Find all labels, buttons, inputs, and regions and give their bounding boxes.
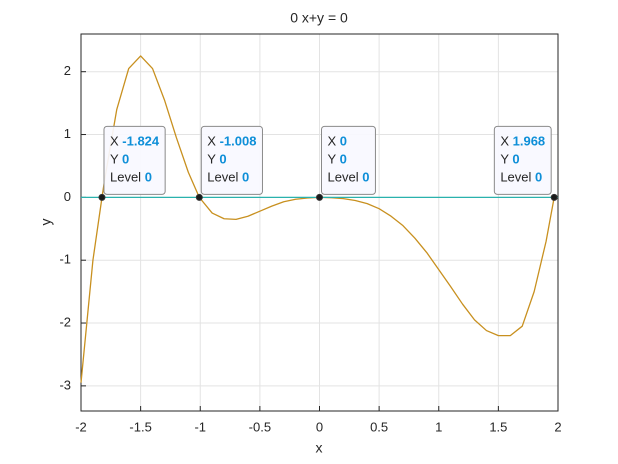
datatip-row: X -1.824: [110, 134, 160, 149]
x-tick-label: -1: [194, 419, 206, 434]
datatip-value: 0: [340, 152, 347, 167]
datatip-label: X: [500, 134, 509, 149]
x-tick-label: 1.5: [489, 419, 507, 434]
x-tick-label: -1.5: [129, 419, 151, 434]
datatip-row: Y 0: [500, 152, 519, 167]
datatip-label: X: [110, 134, 119, 149]
datatip-value: 1.968: [513, 134, 546, 149]
datatip-row: Level 0: [207, 170, 249, 185]
y-tick-label: -1: [59, 252, 71, 267]
x-axis-label: x: [316, 440, 323, 456]
x-tick-label: -2: [75, 419, 87, 434]
datatip-value: 0: [145, 170, 152, 185]
y-axis-label: y: [38, 219, 54, 226]
chart-title: 0 x+y = 0: [290, 10, 348, 26]
datatip-value: 0: [362, 170, 369, 185]
datatip-label: X: [207, 134, 216, 149]
datatip-label: Level: [500, 170, 531, 185]
datatip-row: Level 0: [110, 170, 152, 185]
datatip-marker: [195, 193, 203, 201]
datatip-value: 0: [512, 152, 519, 167]
datatip-box: [493, 125, 552, 195]
x-tick-label: -0.5: [249, 419, 271, 434]
datatip-label: Level: [207, 170, 238, 185]
datatip-value: -1.008: [220, 134, 257, 149]
datatip-marker: [98, 193, 106, 201]
datatip-row: X 1.968: [500, 134, 545, 149]
datatip-label: X: [328, 134, 337, 149]
x-tick-label: 0: [316, 419, 323, 434]
datatip-label: Y: [110, 152, 119, 167]
datatip-row: Y 0: [207, 152, 226, 167]
datatip-label: Level: [110, 170, 141, 185]
datatip-row: Level 0: [500, 170, 542, 185]
datatip-box: [200, 125, 263, 195]
datatip-value: 0: [219, 152, 226, 167]
axes-frame: [80, 33, 559, 412]
x-tick-label: 0.5: [370, 419, 388, 434]
y-tick-label: -3: [59, 377, 71, 392]
y-tick-label: 0: [64, 189, 71, 204]
datatip-value: 0: [122, 152, 129, 167]
datatip-label: Y: [328, 152, 337, 167]
y-tick-label: 2: [64, 63, 71, 78]
datatip-row: X -1.008: [207, 134, 256, 149]
y-tick-label: 1: [64, 126, 71, 141]
datatip-label: Y: [207, 152, 216, 167]
datatip-box: [103, 125, 166, 195]
datatip-value: 0: [340, 134, 347, 149]
datatip-marker: [316, 193, 323, 201]
datatip-label: Level: [328, 170, 359, 185]
datatip-row: Y 0: [328, 152, 347, 167]
datatip-label: Y: [500, 152, 509, 167]
datatip-value: 0: [535, 170, 542, 185]
y-tick-label: -2: [59, 314, 71, 329]
x-tick-label: 2: [554, 419, 561, 434]
x-tick-label: 1: [435, 419, 442, 434]
datatip-row: Y 0: [110, 152, 129, 167]
datatip-box: [321, 125, 376, 195]
datatip-row: X 0: [328, 134, 348, 149]
datatip-value: 0: [242, 170, 249, 185]
datatip-marker: [550, 193, 558, 201]
datatip-row: Level 0: [328, 170, 370, 185]
datatip-value: -1.824: [122, 134, 160, 149]
